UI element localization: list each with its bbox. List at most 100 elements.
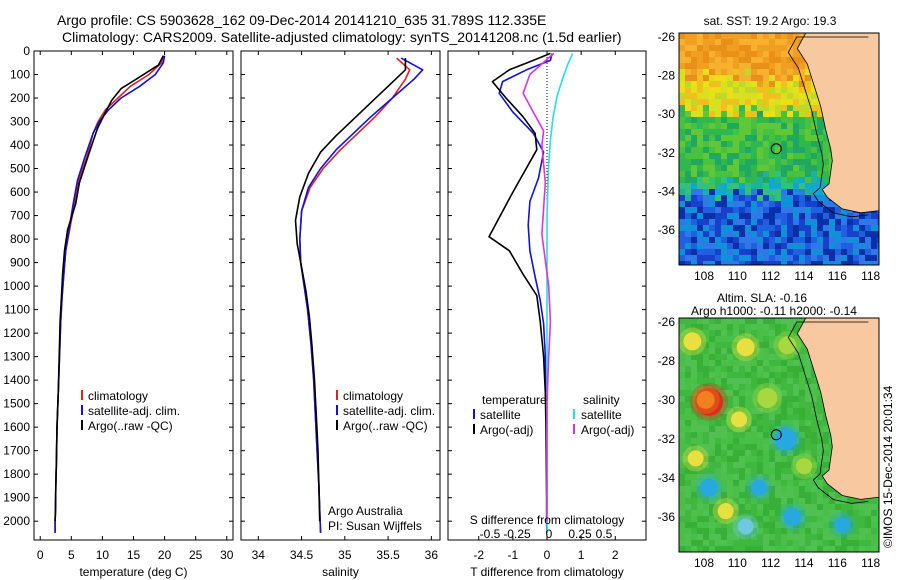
- sst_map-cell: [679, 255, 685, 261]
- sst_map-cell: [763, 219, 769, 225]
- sst_map-cell: [757, 255, 763, 261]
- sst_map-cell: [703, 177, 709, 183]
- sla_map-cell: [757, 318, 763, 324]
- sst_map-cell: [727, 57, 733, 63]
- sla_map-cell: [685, 354, 691, 360]
- depth-tick-label: 1800: [3, 467, 30, 481]
- sst_map-cell: [769, 135, 775, 141]
- sla_map-cell: [685, 522, 691, 528]
- sla_map-cell: [799, 504, 805, 510]
- sla_map-cell: [751, 510, 757, 516]
- sla_map-cell: [793, 492, 799, 498]
- sst_map-cell: [769, 93, 775, 99]
- sst_map-cell: [709, 195, 715, 201]
- sst_map-cell: [799, 93, 805, 99]
- sst_map-cell: [727, 213, 733, 219]
- salinity-series-satellite-adj-clim-: [298, 57, 424, 533]
- sla_map-cell: [877, 504, 879, 510]
- sst_map-cell: [871, 219, 877, 225]
- sla_map-cell: [817, 546, 823, 552]
- sst_map-cell: [751, 57, 757, 63]
- sst_map-cell: [703, 225, 709, 231]
- sla_map-cell: [745, 414, 751, 420]
- sst_map-cell: [709, 111, 715, 117]
- sst_map-cell: [781, 225, 787, 231]
- sla_map-cell: [715, 480, 721, 486]
- sla_map-cell: [739, 402, 745, 408]
- sla_map-cell: [823, 534, 829, 540]
- sla_map-cell: [787, 366, 793, 372]
- sst_map-cell: [733, 237, 739, 243]
- sst_map-cell: [739, 141, 745, 147]
- sla_map-cell: [721, 486, 727, 492]
- sst_map-cell: [691, 237, 697, 243]
- temperature-legend-label: satellite-adj. clim.: [88, 404, 180, 418]
- sst_map-cell: [781, 105, 787, 111]
- sst_map-cell: [853, 255, 859, 261]
- sst_map-cell: [817, 147, 823, 153]
- sla_map-cell: [829, 492, 835, 498]
- sla_map-cell: [685, 492, 691, 498]
- sst_map-cell: [721, 63, 727, 69]
- sla_map-cell: [823, 456, 829, 462]
- sla_map-cell: [775, 516, 781, 522]
- sst_map-cell: [703, 237, 709, 243]
- sla_map-cell: [727, 402, 733, 408]
- depth-tick-label: 300: [10, 115, 30, 129]
- sla_map-cell: [733, 396, 739, 402]
- sst_map-cell: [775, 231, 781, 237]
- sla_map-cell: [709, 336, 715, 342]
- sst_map-cell: [727, 99, 733, 105]
- sst_map-cell: [727, 87, 733, 93]
- sst_map-cell: [769, 51, 775, 57]
- sla_map-cell: [757, 432, 763, 438]
- sla_map-cell: [715, 498, 721, 504]
- sla_map-cell: [739, 540, 745, 546]
- sst_map-cell: [877, 255, 879, 261]
- sla_map-cell: [679, 420, 685, 426]
- sla_map-cell: [817, 444, 823, 450]
- sla_map-cell: [709, 450, 715, 456]
- sst_map-cell: [745, 33, 751, 39]
- sla_map-cell: [751, 534, 757, 540]
- title-line-2: Climatology: CARS2009. Satellite-adjuste…: [62, 29, 622, 45]
- sst_map-ytick-label: -26: [658, 30, 676, 44]
- sla_map-cell: [727, 540, 733, 546]
- sst_map-cell: [781, 69, 787, 75]
- sst_map-cell: [823, 135, 829, 141]
- sla_map-cell: [727, 438, 733, 444]
- sla_map-cell: [733, 510, 739, 516]
- sst_map-cell: [757, 93, 763, 99]
- sst_map-cell: [799, 57, 805, 63]
- sla_map-cell: [757, 324, 763, 330]
- sst_map-cell: [703, 33, 709, 39]
- sla_map-cell: [757, 366, 763, 372]
- sst_map-cell: [781, 195, 787, 201]
- sla_map-cell: [823, 426, 829, 432]
- sst_map-cell: [691, 177, 697, 183]
- difference-xtick-label: -1: [508, 548, 519, 562]
- sst_map-cell: [739, 111, 745, 117]
- sla_map-cell: [697, 414, 703, 420]
- sla_map-cell: [721, 546, 727, 552]
- sla_map-cell: [679, 456, 685, 462]
- sst_map-cell: [775, 33, 781, 39]
- sst_map-cell: [745, 75, 751, 81]
- sst_map-cell: [757, 117, 763, 123]
- sla_map-cell: [877, 528, 879, 534]
- sst_map-cell: [793, 171, 799, 177]
- temperature-xlabel: temperature (deg C): [79, 565, 187, 579]
- sla_map-cell: [835, 504, 841, 510]
- sst_map-cell: [859, 219, 865, 225]
- sla_map-cell: [763, 468, 769, 474]
- sla_map-cell: [733, 360, 739, 366]
- sla_map-cell: [781, 462, 787, 468]
- sla_map-cell: [691, 516, 697, 522]
- sla_map-xtick-label: 116: [828, 556, 847, 570]
- sst_map-cell: [763, 105, 769, 111]
- sst_map-cell: [751, 111, 757, 117]
- sla_map-cell: [805, 360, 811, 366]
- sst_map-cell: [787, 123, 793, 129]
- sst_map-cell: [691, 183, 697, 189]
- sst_map-cell: [697, 147, 703, 153]
